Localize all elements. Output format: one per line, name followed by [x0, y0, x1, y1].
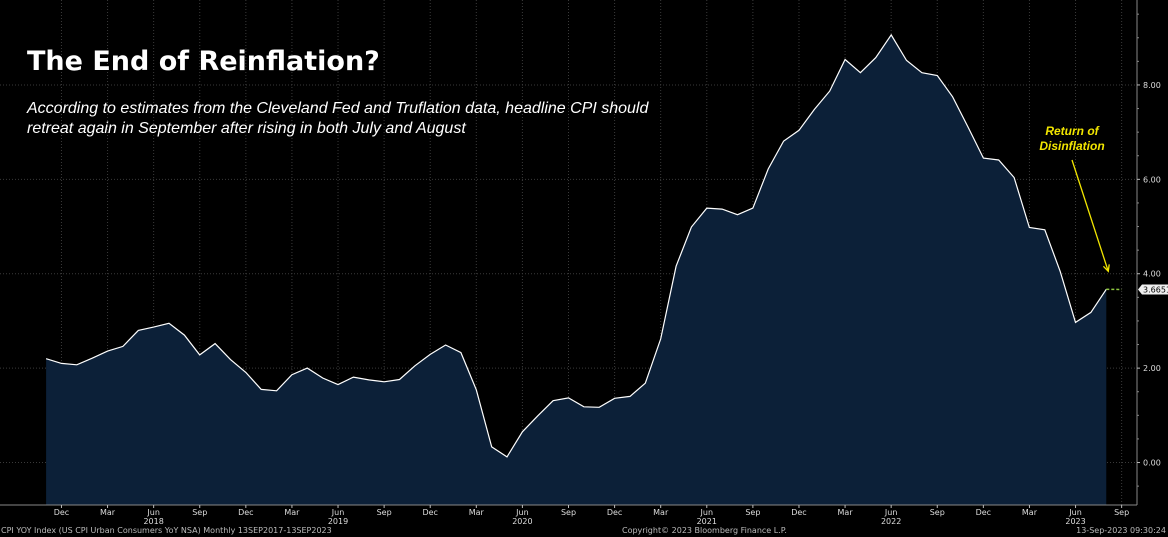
x-tick-label-month: Sep — [745, 508, 760, 517]
x-tick-label-month: Jun — [700, 508, 714, 517]
x-tick-label-month: Dec — [422, 508, 437, 517]
x-tick-label-month: Mar — [838, 508, 854, 517]
y-axis: 0.00 2.00 4.00 6.00 8.00 — [1137, 13, 1161, 487]
cpi-area-fill — [46, 34, 1107, 506]
y-tick-label: 2.00 — [1143, 364, 1161, 373]
x-tick-label-year: 2023 — [1065, 517, 1085, 526]
chart-title: The End of Reinflation? — [27, 46, 380, 77]
x-tick-label-month: Jun — [515, 508, 529, 517]
x-tick-label-month: Dec — [607, 508, 622, 517]
x-tick-label-month: Jun — [1068, 508, 1082, 517]
x-tick-label-month: Jun — [331, 508, 345, 517]
y-tick-label: 6.00 — [1143, 175, 1161, 184]
x-tick-label-month: Mar — [469, 508, 485, 517]
footer-timestamp: 13-Sep-2023 09:30:24 — [1076, 526, 1166, 535]
annotation-arrow — [1071, 159, 1110, 273]
chart-subtitle: According to estimates from the Clevelan… — [27, 100, 649, 137]
last-value-badge-bg — [1138, 284, 1168, 295]
x-tick-label-year: 2019 — [328, 517, 348, 526]
x-tick-label-year: 2022 — [881, 517, 901, 526]
x-tick-label-month: Mar — [100, 508, 116, 517]
x-tick-label-month: Sep — [561, 508, 576, 517]
annotation-arrow-head — [1102, 264, 1110, 273]
annotation-return-of-disinflation: Return of Disinflation — [1039, 124, 1105, 153]
x-tick-label-year: 2021 — [697, 517, 717, 526]
footer-series-description: CPI YOY Index (US CPI Urban Consumers Yo… — [1, 526, 332, 535]
x-tick-label-year: 2018 — [143, 517, 163, 526]
x-tick-label-month: Sep — [377, 508, 392, 517]
x-tick-label-year: 2020 — [512, 517, 532, 526]
y-tick-label: 0.00 — [1143, 459, 1161, 468]
x-tick-label-month: Mar — [653, 508, 669, 517]
x-tick-label-month: Sep — [930, 508, 945, 517]
x-tick-label-month: Dec — [238, 508, 253, 517]
x-tick-label-month: Mar — [284, 508, 300, 517]
x-tick-label-month: Sep — [1114, 508, 1129, 517]
x-tick-label-month: Jun — [884, 508, 898, 517]
x-tick-label-month: Dec — [54, 508, 69, 517]
x-tick-label-month: Dec — [791, 508, 806, 517]
cpi-line — [45, 33, 1107, 458]
last-value-label: 3.6651 — [1143, 286, 1168, 295]
x-tick-label-month: Sep — [192, 508, 207, 517]
y-tick-label: 8.00 — [1143, 81, 1161, 90]
x-tick-label-month: Mar — [1022, 508, 1038, 517]
annotation-arrow-shaft — [1071, 159, 1109, 272]
last-value-badge: 3.6651 — [1138, 284, 1168, 295]
x-tick-label-month: Dec — [976, 508, 991, 517]
footer-copyright: Copyright© 2023 Bloomberg Finance L.P. — [622, 526, 787, 535]
x-tick-label-month: Jun — [146, 508, 160, 517]
y-tick-label: 4.00 — [1143, 270, 1161, 279]
